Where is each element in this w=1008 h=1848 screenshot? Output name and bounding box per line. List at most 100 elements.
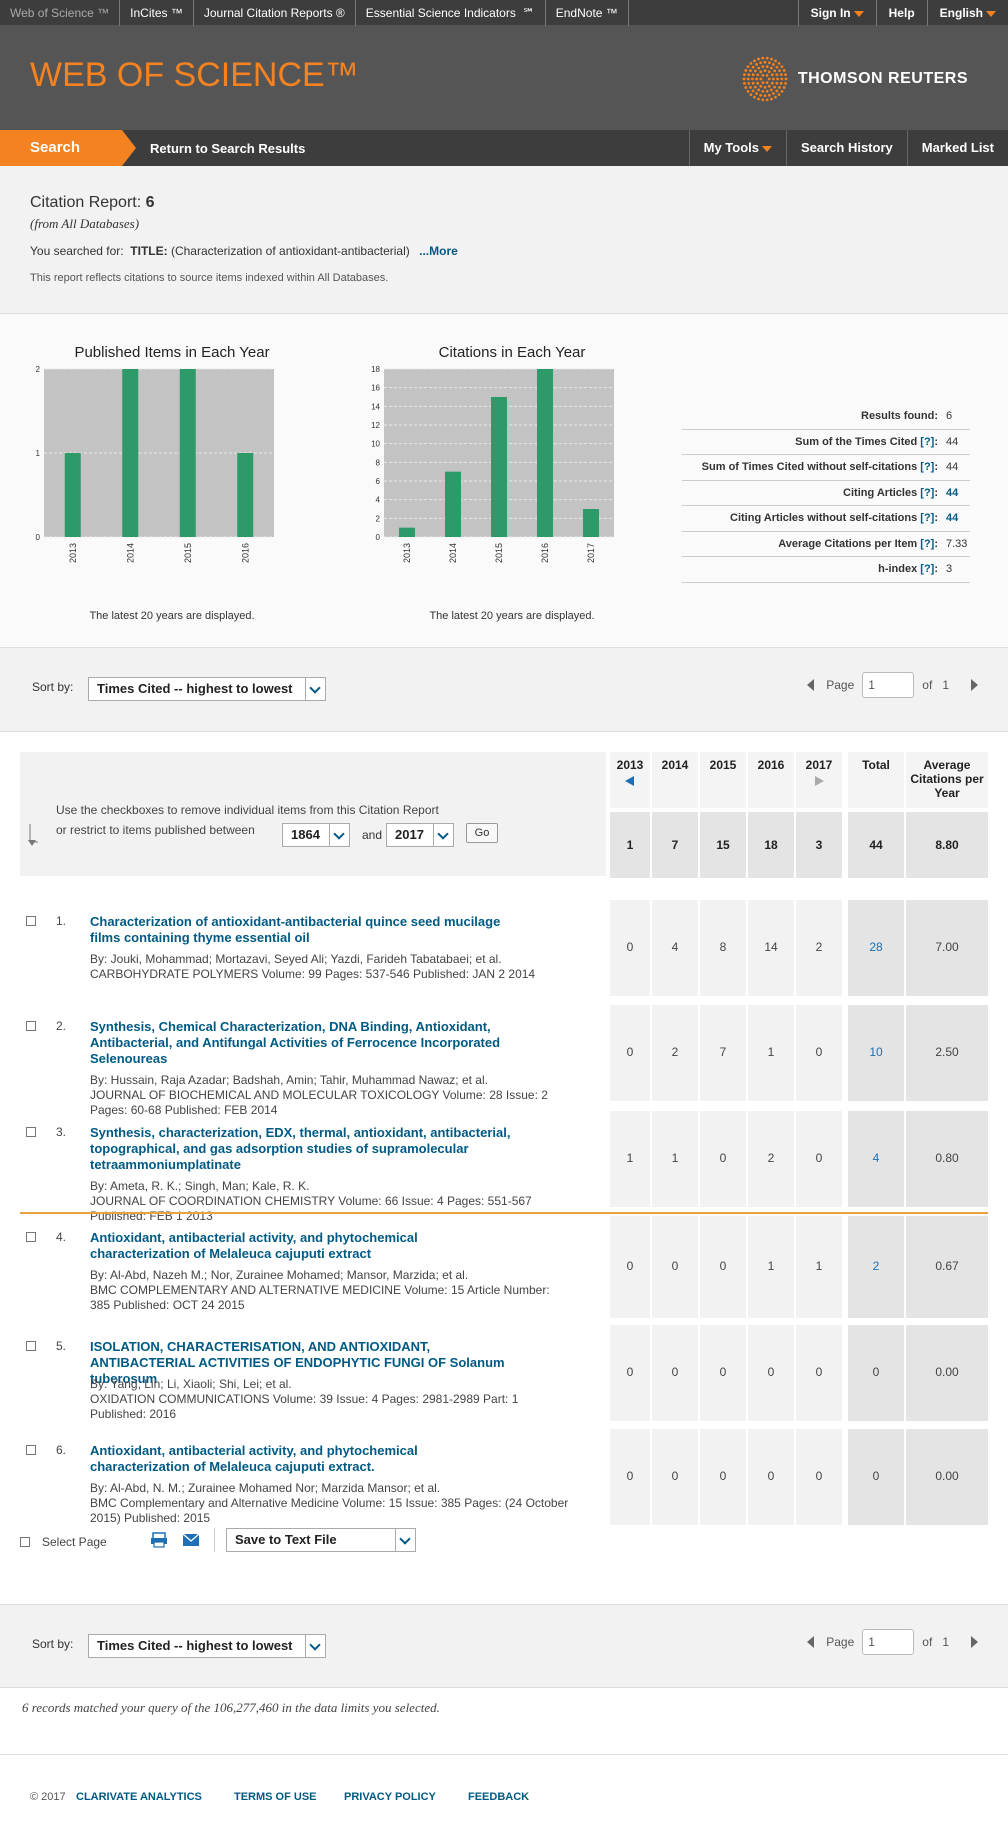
result-row: 5. ISOLATION, CHARACTERISATION, AND ANTIO…	[20, 1339, 608, 1425]
bar	[537, 369, 553, 537]
product-link-endnote[interactable]: EndNote ™	[546, 0, 629, 26]
count-cell: 0	[719, 1151, 727, 1165]
feedback-link[interactable]: FEEDBACK	[468, 1791, 530, 1803]
page-input[interactable]: 1	[862, 1629, 915, 1655]
next-page-icon[interactable]	[971, 1636, 978, 1648]
record-title[interactable]: Characterization of antioxidant-antibact…	[90, 914, 501, 945]
product-link-jcr[interactable]: Journal Citation Reports ®	[194, 0, 356, 26]
count-cell: 4	[671, 940, 679, 954]
record-title[interactable]: Synthesis, characterization, EDX, therma…	[90, 1125, 511, 1172]
charts-section: Published Items in Each Year 0 1 2 2013 2014…	[0, 314, 1008, 648]
product-link-wos[interactable]: Web of Science ™	[0, 0, 121, 26]
main-nav: Search Return to Search Results My Tools…	[0, 130, 1008, 166]
totals-cell: 18	[764, 838, 778, 852]
brand-name: THOMSON REUTERS	[797, 70, 968, 87]
go-button[interactable]: Go	[466, 823, 498, 843]
chevron-down-icon	[853, 10, 864, 17]
product-link-incites[interactable]: InCites ™	[120, 0, 194, 26]
page-input[interactable]: 1	[862, 672, 915, 698]
count-cell-bg	[906, 1005, 988, 1101]
year-header: 2013	[616, 758, 644, 772]
search-tab[interactable]: Search	[0, 130, 136, 166]
x-tick-label: 2016	[540, 543, 550, 563]
count-cell-bg	[848, 1216, 904, 1318]
clarivate-link[interactable]: CLARIVATE ANALYTICS	[76, 1791, 202, 1803]
return-to-results-link[interactable]: Return to Search Results	[150, 140, 306, 156]
next-year-icon[interactable]	[815, 776, 824, 786]
help-icon[interactable]: [?]	[917, 537, 935, 550]
page-title-text: Citation Report:	[30, 194, 146, 211]
record-title[interactable]: ISOLATION, CHARACTERISATION, AND ANTIOXI…	[90, 1339, 505, 1386]
search-query: You searched for: TITLE: (Characterizati…	[30, 244, 978, 258]
prev-year-icon[interactable]	[625, 776, 634, 786]
stat-value[interactable]: 44	[946, 512, 959, 525]
count-cell-bg	[906, 900, 988, 996]
sort-select-value: Times Cited -- highest to lowest	[97, 1638, 293, 1653]
count-cell[interactable]: 10	[869, 1045, 883, 1059]
record-meta: By: Yang, Lin; Li, Xiaoli; Shi, Lei; et …	[90, 1377, 570, 1422]
totals-cell-bg	[610, 812, 650, 878]
help-link[interactable]: Help	[875, 0, 927, 26]
more-link[interactable]: ...More	[419, 244, 458, 258]
print-icon[interactable]	[150, 1532, 168, 1548]
search-history-link[interactable]: Search History	[785, 130, 907, 166]
count-cell[interactable]: 4	[872, 1151, 880, 1165]
count-cell: 0	[626, 1259, 634, 1273]
count-cell[interactable]: 28	[869, 940, 883, 954]
record-checkbox[interactable]	[26, 1341, 36, 1351]
prev-page-icon[interactable]	[807, 679, 815, 691]
help-icon[interactable]: [?]	[917, 512, 935, 525]
results-table: Use the checkboxes to remove individual …	[0, 732, 1008, 1604]
y-tick-label: 14	[371, 402, 380, 411]
prev-page-icon[interactable]	[807, 1636, 815, 1648]
x-tick-label: 2015	[183, 543, 193, 563]
y-tick-label: 2	[36, 365, 41, 374]
sort-bar-bottom: Sort by: Times Cited -- highest to lowes…	[0, 1604, 1008, 1688]
record-title[interactable]: Antioxidant, antibacterial activity, and…	[90, 1230, 418, 1261]
help-icon[interactable]: [?]	[917, 461, 935, 474]
email-icon[interactable]	[182, 1533, 200, 1547]
count-cell-bg	[906, 1429, 988, 1525]
count-cell: 0	[626, 1365, 634, 1379]
to-year-select[interactable]: 2017	[386, 823, 454, 847]
count-cell: 0	[671, 1365, 679, 1379]
record-title[interactable]: Synthesis, Chemical Characterization, DN…	[90, 1019, 501, 1066]
terms-link[interactable]: TERMS OF USE	[234, 1791, 317, 1803]
stat-value[interactable]: 44	[946, 486, 959, 499]
next-page-icon[interactable]	[971, 679, 978, 691]
save-format-select[interactable]: Save to Text File	[226, 1528, 416, 1552]
thomson-reuters-logo: THOMSON REUTERS	[742, 56, 968, 102]
record-checkbox[interactable]	[26, 1021, 36, 1031]
record-checkbox[interactable]	[26, 1127, 36, 1137]
stat-row: Sum of the Times Cited [?]: 44	[682, 430, 970, 455]
product-link-esi[interactable]: Essential Science Indicators ℠	[356, 0, 546, 26]
record-checkbox[interactable]	[26, 1232, 36, 1242]
from-year-select[interactable]: 1864	[282, 823, 350, 847]
help-icon[interactable]: [?]	[917, 435, 935, 448]
sort-select[interactable]: Times Cited -- highest to lowest	[88, 677, 326, 701]
select-page-checkbox[interactable]	[20, 1537, 30, 1547]
stat-value: 44	[946, 461, 959, 474]
wos-logo[interactable]: WEB OF SCIENCE™	[30, 56, 359, 94]
language-label: English	[939, 6, 983, 20]
sign-in-menu[interactable]: Sign In	[797, 0, 876, 26]
my-tools-menu[interactable]: My Tools	[688, 130, 786, 166]
y-tick-label: 2	[376, 514, 381, 523]
sort-select-bottom[interactable]: Times Cited -- highest to lowest	[88, 1634, 326, 1658]
language-menu[interactable]: English	[926, 0, 1008, 26]
record-checkbox[interactable]	[26, 1445, 36, 1455]
of-label: of	[922, 678, 933, 692]
record-title[interactable]: Antioxidant, antibacterial activity, and…	[90, 1443, 418, 1474]
select-page-label: Select Page	[42, 1535, 107, 1549]
count-cell[interactable]: 2	[872, 1259, 880, 1273]
record-authors: By: Yang, Lin; Li, Xiaoli; Shi, Lei; et …	[90, 1377, 292, 1391]
marked-list-link[interactable]: Marked List	[906, 130, 1008, 166]
privacy-link[interactable]: PRIVACY POLICY	[344, 1791, 436, 1803]
record-checkbox[interactable]	[26, 916, 36, 926]
year-header: 2016	[757, 758, 785, 772]
count-cell: 0	[767, 1365, 775, 1379]
count-cell-bg	[652, 1216, 698, 1318]
help-icon[interactable]: [?]	[917, 486, 935, 499]
help-icon[interactable]: [?]	[917, 563, 935, 576]
totals-cell: 1	[626, 838, 634, 852]
